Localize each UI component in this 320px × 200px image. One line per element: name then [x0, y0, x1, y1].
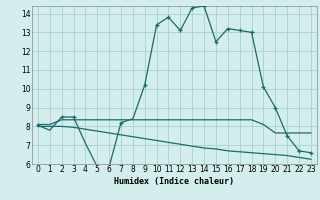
- X-axis label: Humidex (Indice chaleur): Humidex (Indice chaleur): [115, 177, 234, 186]
